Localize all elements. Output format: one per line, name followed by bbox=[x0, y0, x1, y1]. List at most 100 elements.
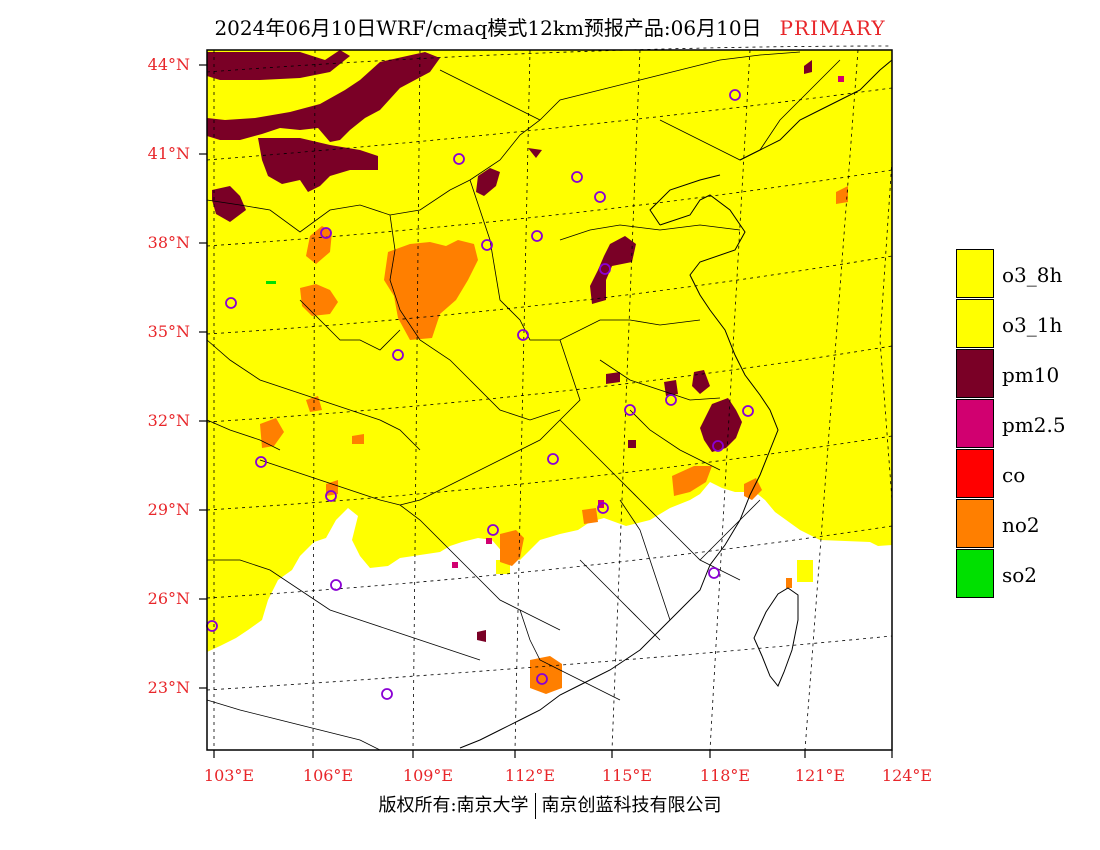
legend-label: no2 bbox=[1002, 513, 1040, 537]
pm10-region-north bbox=[207, 50, 350, 80]
no2-region bbox=[384, 240, 478, 340]
station-marker bbox=[320, 227, 332, 239]
lon-label: 112°E bbox=[504, 766, 556, 785]
station-marker bbox=[325, 490, 337, 502]
station-marker bbox=[594, 191, 606, 203]
station-marker bbox=[571, 171, 583, 183]
station-marker bbox=[729, 89, 741, 101]
station-marker bbox=[330, 579, 342, 591]
legend-label: co bbox=[1002, 463, 1026, 487]
pm10-region-north bbox=[476, 168, 500, 196]
legend-swatch bbox=[956, 449, 994, 498]
lat-label: 23°N bbox=[147, 678, 190, 697]
station-marker bbox=[624, 404, 636, 416]
province-boundaries bbox=[206, 51, 841, 751]
so2-patch bbox=[266, 281, 276, 284]
station-marker bbox=[255, 456, 267, 468]
pm10-region-north bbox=[804, 60, 812, 74]
no2-region bbox=[500, 530, 524, 566]
legend-swatch bbox=[956, 499, 994, 548]
pm25-patch bbox=[486, 538, 492, 544]
pm25-patch bbox=[452, 562, 458, 568]
station-marker bbox=[381, 688, 393, 700]
no2-region bbox=[582, 508, 598, 524]
legend-label: o3_8h bbox=[1002, 263, 1063, 287]
station-marker bbox=[597, 502, 609, 514]
station-marker bbox=[487, 524, 499, 536]
station-marker bbox=[517, 329, 529, 341]
station-marker bbox=[742, 405, 754, 417]
lon-label: 124°E bbox=[881, 766, 933, 785]
lat-label: 29°N bbox=[147, 500, 190, 519]
legend-swatch bbox=[956, 399, 994, 448]
no2-region bbox=[306, 396, 322, 412]
pm10-region-east bbox=[590, 236, 636, 304]
legend-label: pm2.5 bbox=[1002, 413, 1066, 437]
copyright-footer: 版权所有:南京大学 南京创蓝科技有限公司 bbox=[0, 791, 1100, 819]
no2-region bbox=[836, 186, 848, 204]
lon-label: 109°E bbox=[402, 766, 454, 785]
no2-region bbox=[672, 466, 712, 496]
no2-regions bbox=[260, 186, 848, 694]
lat-label: 44°N bbox=[147, 55, 190, 74]
station-marker bbox=[531, 230, 543, 242]
pm10-region-north bbox=[207, 52, 440, 142]
no2-region bbox=[352, 434, 364, 444]
axis-ticks bbox=[199, 64, 893, 758]
pm10-regions bbox=[207, 50, 812, 642]
no2-region bbox=[300, 284, 338, 316]
lat-label: 26°N bbox=[147, 589, 190, 608]
map-title: 2024年06月10日WRF/cmaq模式12km预报产品:06月10日 PRIM… bbox=[0, 12, 1100, 41]
pm10-region-north bbox=[628, 440, 636, 448]
lat-label: 35°N bbox=[147, 322, 190, 341]
copyright-right: 南京创蓝科技有限公司 bbox=[541, 795, 722, 816]
station-marker bbox=[665, 394, 677, 406]
pm10-region-north bbox=[258, 138, 378, 192]
title-tag: PRIMARY bbox=[779, 16, 886, 40]
lat-label: 41°N bbox=[147, 144, 190, 163]
coastline bbox=[459, 59, 893, 749]
station-marker bbox=[481, 239, 493, 251]
lon-label: 103°E bbox=[203, 766, 255, 785]
station-marker bbox=[599, 263, 611, 275]
pm10-region-north bbox=[606, 372, 620, 384]
no2-region bbox=[786, 578, 792, 588]
pm10-region-east bbox=[692, 370, 710, 394]
footer-separator bbox=[534, 793, 536, 819]
lon-label: 118°E bbox=[699, 766, 751, 785]
legend-swatch bbox=[956, 349, 994, 398]
legend-swatch bbox=[956, 549, 994, 598]
lat-label: 38°N bbox=[147, 233, 190, 252]
pm10-region-east bbox=[664, 380, 678, 396]
legend-swatch bbox=[956, 299, 994, 348]
pm10-region-east bbox=[700, 398, 742, 452]
station-marker bbox=[536, 673, 548, 685]
legend-label: so2 bbox=[1002, 563, 1038, 587]
no2-region bbox=[260, 418, 284, 448]
o3-patch bbox=[797, 560, 813, 582]
pm10-region-south bbox=[477, 630, 486, 642]
station-marker bbox=[453, 153, 465, 165]
station-marker bbox=[547, 453, 559, 465]
lat-label: 32°N bbox=[147, 411, 190, 430]
lon-label: 106°E bbox=[302, 766, 354, 785]
o3-region bbox=[207, 50, 892, 652]
copyright-left: 版权所有:南京大学 bbox=[378, 795, 529, 816]
pm10-region-west bbox=[212, 186, 246, 222]
legend-label: pm10 bbox=[1002, 363, 1060, 387]
o3-patch bbox=[878, 496, 892, 504]
pm25-patch bbox=[838, 76, 844, 82]
map-frame bbox=[206, 49, 893, 751]
station-marker bbox=[392, 349, 404, 361]
pm10-region-north bbox=[528, 148, 542, 158]
station-marker bbox=[225, 297, 237, 309]
legend-swatch bbox=[956, 249, 994, 298]
station-marker bbox=[712, 440, 724, 452]
station-marker bbox=[708, 567, 720, 579]
graticule bbox=[206, 45, 893, 751]
taiwan-outline bbox=[753, 587, 799, 687]
no2-region bbox=[306, 226, 332, 264]
lon-label: 121°E bbox=[794, 766, 846, 785]
title-main: 2024年06月10日WRF/cmaq模式12km预报产品:06月10日 bbox=[214, 16, 762, 40]
